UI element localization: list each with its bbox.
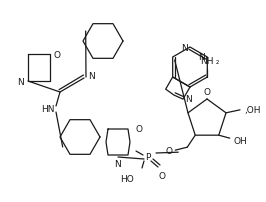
Text: ,OH: ,OH: [244, 106, 260, 115]
Text: O: O: [53, 50, 60, 59]
Text: OH: OH: [234, 136, 247, 145]
Text: N: N: [88, 71, 95, 80]
Text: N: N: [181, 43, 188, 52]
Text: HO: HO: [120, 174, 134, 183]
Text: N: N: [115, 159, 121, 168]
Text: O: O: [203, 87, 210, 97]
Text: N: N: [199, 53, 205, 62]
Text: HN: HN: [41, 105, 55, 114]
Text: O: O: [159, 171, 165, 180]
Text: O: O: [135, 125, 142, 134]
Text: ₂: ₂: [215, 57, 219, 66]
Text: N: N: [185, 94, 192, 103]
Text: P: P: [145, 153, 151, 162]
Text: O: O: [165, 146, 172, 155]
Text: N: N: [17, 77, 24, 86]
Text: NH: NH: [201, 57, 214, 66]
